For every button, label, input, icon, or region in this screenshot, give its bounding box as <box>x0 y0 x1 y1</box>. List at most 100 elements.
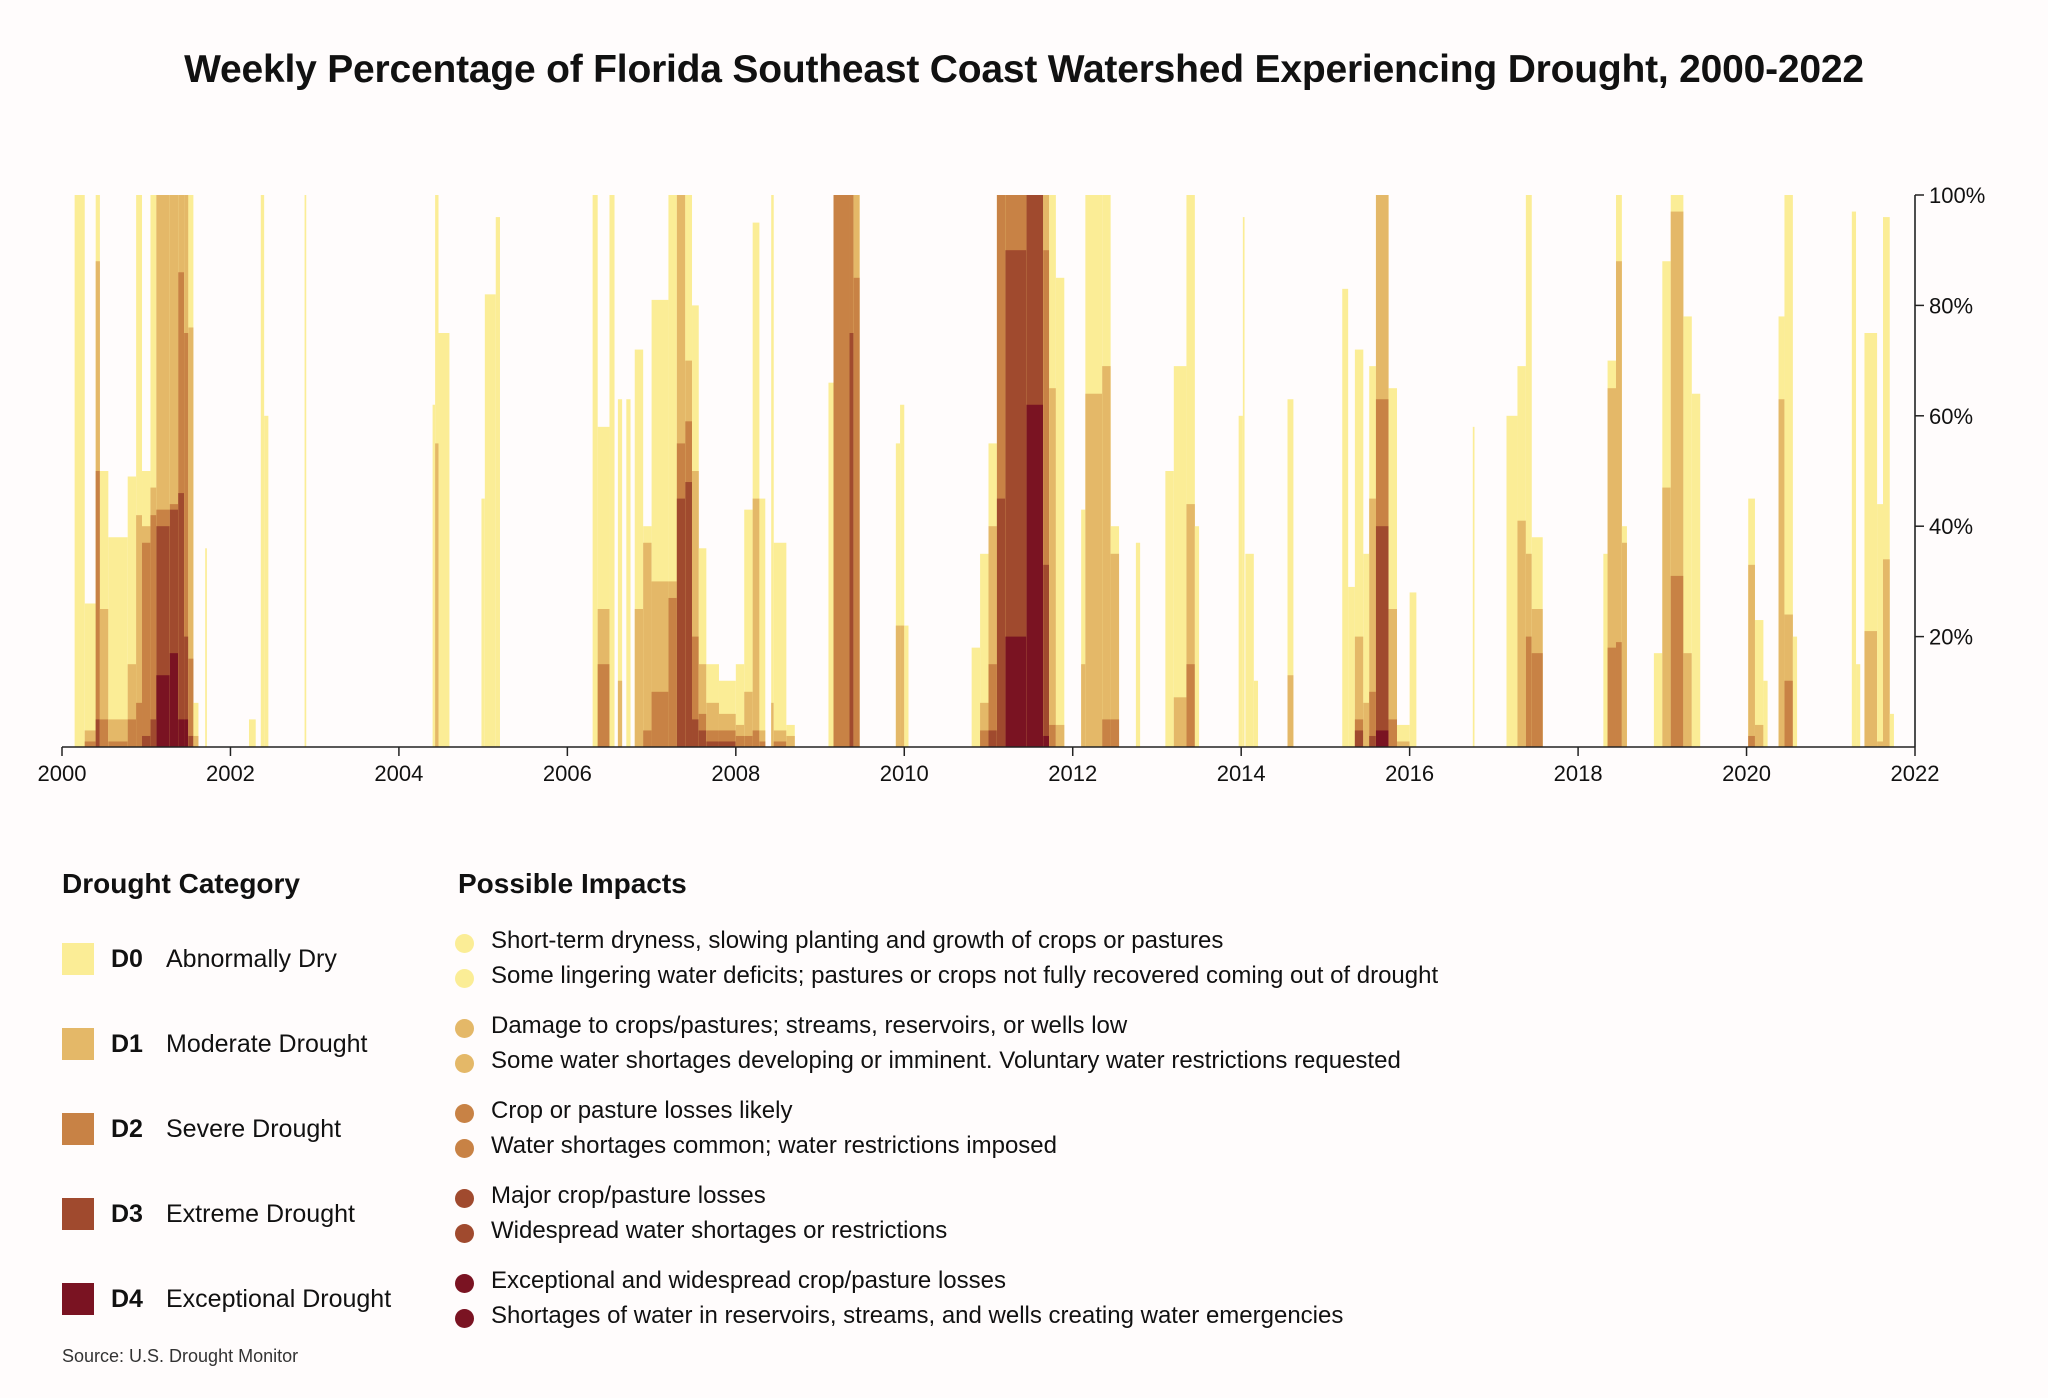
area-d0 <box>634 349 644 747</box>
source-note: Source: U.S. Drought Monitor <box>62 1346 299 1366</box>
x-tick-label: 2020 <box>1722 761 1771 786</box>
impact-text: Widespread water shortages or restrictio… <box>491 1217 948 1244</box>
area-d0 <box>971 647 981 747</box>
area-d2 <box>95 471 100 747</box>
impact-bullet-icon <box>455 1054 474 1073</box>
area-d2 <box>735 735 745 747</box>
area-d4 <box>1005 636 1027 747</box>
area-d0 <box>1363 553 1370 747</box>
area-d0 <box>668 195 677 747</box>
area-d0 <box>1081 509 1086 747</box>
x-tick-label: 2000 <box>38 761 87 786</box>
impact-bullet-icon <box>455 1309 474 1328</box>
area-d0 <box>698 548 707 747</box>
area-d1 <box>643 542 652 747</box>
area-d1 <box>1369 498 1376 747</box>
legend-code: D4 <box>111 1285 143 1313</box>
x-tick-label: 2008 <box>711 761 760 786</box>
area-d2 <box>752 730 760 747</box>
area-d0 <box>84 603 96 747</box>
area-d3 <box>685 482 693 747</box>
area-d1 <box>1055 724 1065 747</box>
area-d0 <box>74 195 85 747</box>
area-d1 <box>744 691 753 747</box>
area-d0 <box>617 399 623 747</box>
area-d0 <box>895 443 901 747</box>
legend-swatch-d4 <box>62 1283 94 1315</box>
area-d3 <box>849 333 854 747</box>
area-d3 <box>1375 526 1389 747</box>
area-d0 <box>1253 680 1259 747</box>
area-d2 <box>1615 642 1622 747</box>
area-d1 <box>900 625 905 747</box>
area-d0 <box>193 702 199 747</box>
axes: 2000 2002 2004 2006 2008 2010 2012 2014 2016 2018… <box>38 183 1986 786</box>
area-d1 <box>99 609 109 747</box>
x-tick-label: 2004 <box>374 761 423 786</box>
area-d0 <box>1173 366 1187 747</box>
x-tick-label: 2018 <box>1554 761 1603 786</box>
impact-text: Major crop/pasture losses <box>491 1182 766 1209</box>
area-d2 <box>668 597 677 747</box>
area-d0 <box>592 195 598 747</box>
area-d1 <box>127 664 137 747</box>
area-d4 <box>184 719 189 747</box>
area-d0 <box>1882 217 1890 747</box>
area-d0 <box>744 509 753 747</box>
area-d0 <box>609 195 615 747</box>
area-d2 <box>1784 680 1793 747</box>
area-d1 <box>1754 724 1764 747</box>
impact-bullet-icon <box>455 1019 474 1038</box>
area-d2 <box>988 664 997 747</box>
area-d0 <box>481 498 485 747</box>
area-d3 <box>169 509 179 747</box>
area-d2 <box>773 741 787 747</box>
area-d4 <box>169 653 179 747</box>
area-d1 <box>1186 504 1195 747</box>
area-d0 <box>260 195 265 747</box>
area-d1 <box>188 327 194 747</box>
area-d2 <box>1748 735 1755 747</box>
area-d0 <box>786 724 795 747</box>
area-d0 <box>1877 504 1883 747</box>
impact-text: Short-term dryness, slowing planting and… <box>491 927 1224 954</box>
area-d1 <box>169 195 179 747</box>
area-d0 <box>1603 553 1608 747</box>
impact-text: Damage to crops/pastures; streams, reser… <box>491 1012 1128 1039</box>
area-d1 <box>1354 636 1364 747</box>
area-d3 <box>698 730 707 747</box>
impact-text: Crop or pasture losses likely <box>491 1097 793 1124</box>
area-d1 <box>895 625 901 747</box>
x-tick-label: 2016 <box>1385 761 1434 786</box>
area-d0 <box>1245 553 1254 747</box>
area-d2 <box>84 741 96 747</box>
impact-bullet-icon <box>455 1104 474 1123</box>
x-tick-label: 2014 <box>1217 761 1266 786</box>
area-d0 <box>136 195 143 747</box>
area-d4 <box>1043 735 1050 747</box>
area-d0 <box>484 294 496 747</box>
area-d0 <box>1506 415 1518 747</box>
area-d3 <box>706 741 719 747</box>
area-d2 <box>1102 719 1111 747</box>
area-d2 <box>1049 724 1056 747</box>
legend-label: Exceptional Drought <box>166 1285 392 1313</box>
area-d1 <box>1517 520 1526 747</box>
area-d2 <box>1110 719 1120 747</box>
area-d0 <box>1194 526 1200 747</box>
area-d0 <box>1851 211 1857 747</box>
area-d2 <box>1670 575 1684 747</box>
area-d1 <box>1081 664 1086 747</box>
impact-bullet-icon <box>455 1274 474 1293</box>
impact-text: Some water shortages developing or immin… <box>491 1047 1401 1074</box>
y-tick-label: 60% <box>1929 404 1973 429</box>
area-d3 <box>188 735 194 747</box>
area-d1 <box>1615 261 1622 747</box>
chart-title: Weekly Percentage of Florida Southeast C… <box>184 48 1864 91</box>
area-d0 <box>735 664 745 747</box>
legend-code: D1 <box>111 1030 143 1058</box>
area-d0 <box>1388 388 1398 747</box>
area-d1 <box>735 724 745 747</box>
area-d0 <box>1472 426 1475 747</box>
area-d1 <box>108 719 128 747</box>
